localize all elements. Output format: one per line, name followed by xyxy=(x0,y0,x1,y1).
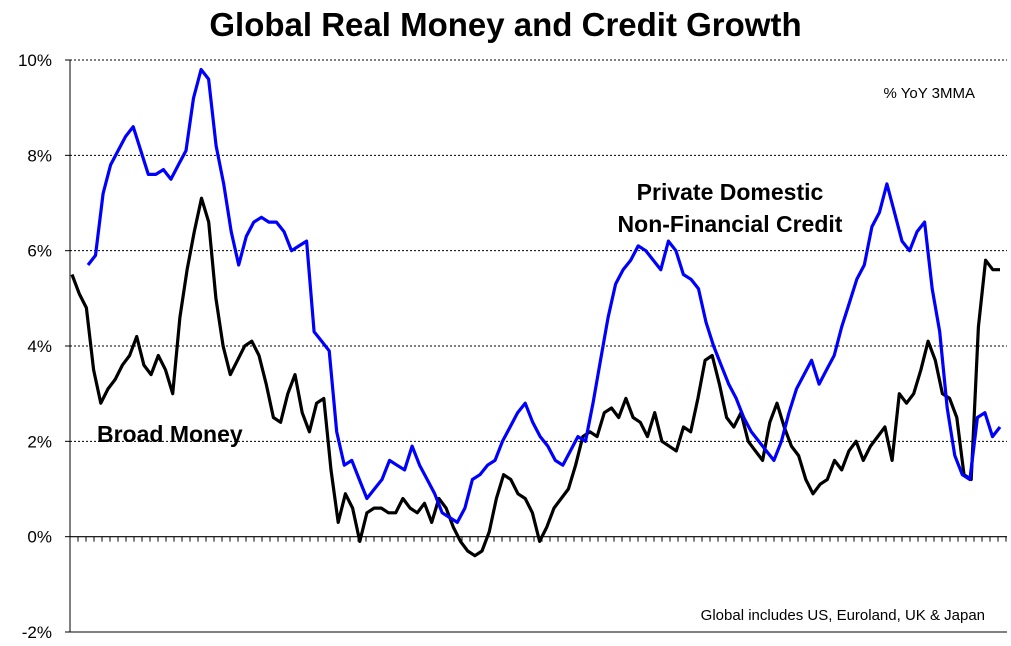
units-note: % YoY 3MMA xyxy=(884,85,975,102)
y-tick-label: 4% xyxy=(27,337,52,356)
gridlines xyxy=(70,59,1007,442)
footnote: Global includes US, Euroland, UK & Japan xyxy=(701,607,985,624)
series-label-broad-money: Broad Money xyxy=(97,421,243,447)
series-label-credit-line2: Non-Financial Credit xyxy=(618,211,843,237)
series-line-private-credit xyxy=(86,67,1002,525)
y-tick-label: 10% xyxy=(18,51,52,70)
y-tick-label: 0% xyxy=(27,528,52,547)
axes: -2% 0% 2% 4% 6% 8% 10% xyxy=(18,51,1007,642)
y-tick-label: 2% xyxy=(27,432,52,451)
y-tick-label: 8% xyxy=(27,146,52,165)
y-tick-label: 6% xyxy=(27,242,52,261)
series-line-broad-money xyxy=(70,196,1000,558)
series-lines xyxy=(70,67,1002,558)
series-label-credit-line1: Private Domestic xyxy=(637,179,824,205)
y-tick-label: -2% xyxy=(22,623,52,642)
chart-title: Global Real Money and Credit Growth xyxy=(209,6,802,43)
